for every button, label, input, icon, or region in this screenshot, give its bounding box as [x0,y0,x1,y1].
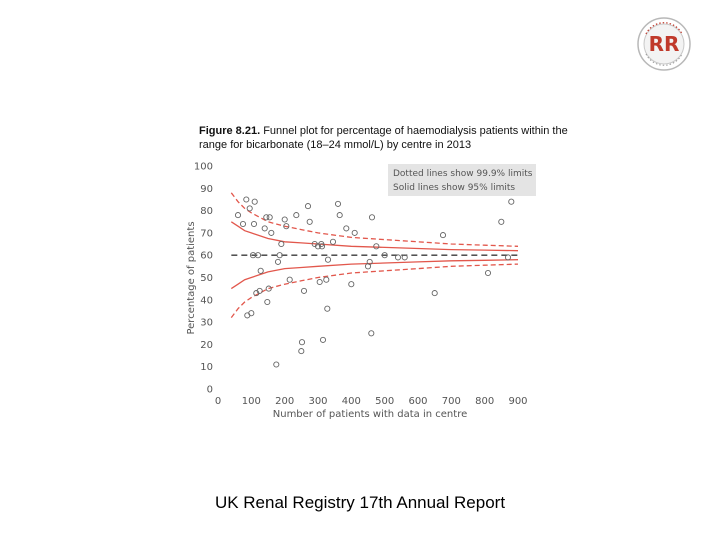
data-point [318,243,326,250]
data-point [373,243,380,250]
lower-999-limit-line [230,263,519,318]
figure-caption-text: Funnel plot for percentage of haemodialy… [199,125,568,151]
data-point [283,223,290,230]
data-point [300,287,308,294]
figure-label: Figure 8.21. [199,125,261,137]
data-point [306,218,313,225]
data-point [246,205,253,212]
y-tick-label: 70 [200,228,213,239]
x-tick-label: 0 [215,396,221,407]
y-tick-label: 50 [200,273,213,284]
data-point [250,220,258,228]
y-tick-label: 40 [200,295,213,306]
legend-line-999: Dotted lines show 99.9% limits [393,169,533,179]
data-point [304,203,312,210]
legend-line-95: Solid lines show 95% limits [393,183,515,193]
data-point [293,212,300,219]
data-point [381,252,388,259]
data-point [316,278,323,286]
data-point [368,214,376,221]
y-tick-label: 0 [207,385,213,396]
x-tick-label: 700 [442,396,461,407]
y-tick-label: 20 [200,340,213,351]
logo-text: RR [649,32,680,56]
x-tick-label: 900 [508,396,527,407]
data-point [265,285,272,292]
x-tick-label: 200 [275,396,294,407]
data-point [268,229,275,236]
data-point [234,212,242,219]
data-point [266,214,273,221]
data-point [329,238,337,245]
y-axis-ticks: 0 10 20 30 40 50 60 70 80 90 100 [194,162,213,396]
report-footer: UK Renal Registry 17th Annual Report [214,493,506,512]
data-point [276,252,283,259]
data-point [274,258,282,265]
data-point [243,196,250,203]
x-axis-label: Number of patients with data in centre [273,409,468,420]
data-point [368,330,375,337]
data-point [251,198,258,205]
data-point [278,240,285,248]
data-point [431,290,438,297]
data-point [334,200,342,207]
data-point [298,339,306,346]
upper-95-limit-line [230,221,519,252]
data-point [248,310,255,317]
figure-caption: Figure 8.21. Funnel plot for percentage … [199,124,579,152]
data-point [257,267,264,274]
y-axis-label: Percentage of patients [186,221,197,334]
upper-999-limit-line [230,192,519,247]
data-point [323,276,330,283]
data-point [484,269,492,277]
funnel-plot: 0 10 20 30 40 50 60 70 80 90 100 0 100 200 300 400 500 6… [186,162,536,420]
lower-95-limit-line [230,259,519,290]
data-point [264,298,271,306]
x-axis-ticks: 0 100 200 300 400 500 600 700 800 900 [215,396,528,407]
data-point [394,254,402,261]
data-point [263,214,270,221]
data-point [324,256,332,263]
data-point [401,254,408,261]
data-point [254,252,262,259]
data-point [256,287,263,294]
x-tick-label: 500 [375,396,394,407]
x-tick-label: 300 [308,396,327,407]
y-tick-label: 60 [200,251,213,262]
data-point [508,198,515,205]
x-tick-label: 100 [242,396,261,407]
x-tick-label: 800 [475,396,494,407]
x-tick-label: 600 [408,396,427,407]
y-tick-label: 30 [200,318,213,329]
y-tick-label: 10 [200,362,213,373]
y-tick-label: 90 [200,184,213,195]
data-point [343,225,350,232]
data-point [281,216,288,223]
data-point [286,276,293,283]
data-point [261,225,268,232]
data-points [234,196,515,368]
x-tick-label: 400 [342,396,361,407]
y-tick-label: 80 [200,206,213,217]
data-point [298,348,305,355]
limit-lines [230,192,519,318]
data-point [324,305,331,312]
data-point [336,212,343,219]
y-tick-label: 100 [194,162,213,173]
data-point [239,220,247,228]
data-point [498,218,505,225]
data-point [366,258,373,265]
data-point [348,281,355,288]
legend: Dotted lines show 99.9% limits Solid lin… [388,164,536,196]
data-point [504,254,512,261]
data-point [439,232,447,239]
registry-logo: RR [637,17,691,71]
data-point [273,361,280,368]
data-point [319,336,327,343]
data-point [351,229,358,236]
